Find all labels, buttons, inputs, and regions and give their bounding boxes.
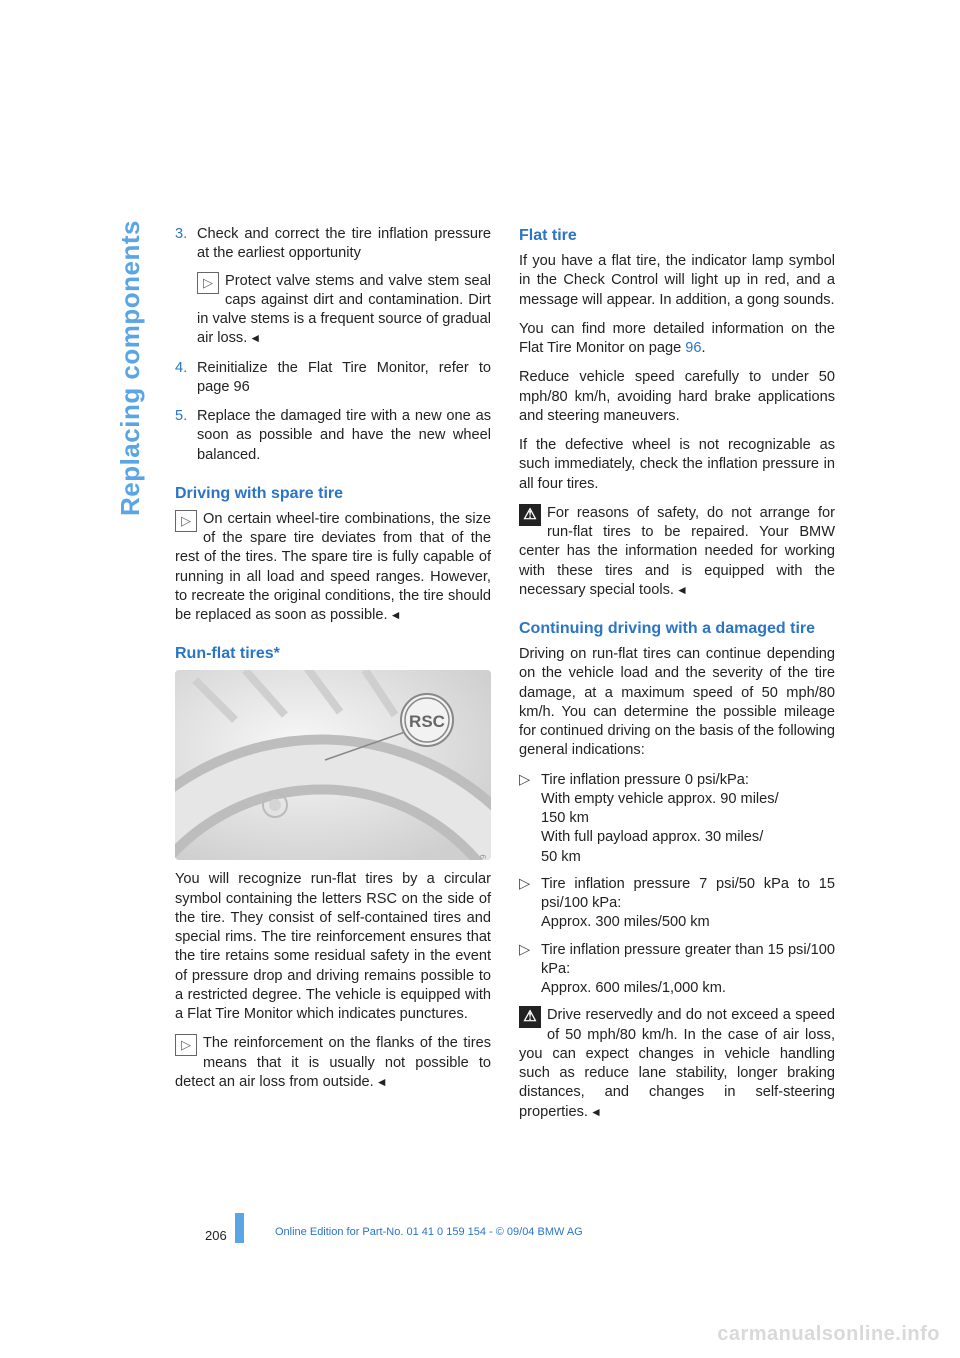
spare-note-block: ▷ On certain wheel-tire combinations, th… [175,510,491,626]
end-mark-icon: ◄ [376,1075,388,1091]
ordered-item-4: 4. Reinitialize the Flat Tire Monitor, r… [175,359,491,398]
footer-text: Online Edition for Part-No. 01 41 0 159 … [275,1226,583,1238]
page-ref-96[interactable]: 96 [685,340,701,356]
flat-p3: Reduce vehicle speed carefully to under … [519,368,835,426]
note-icon: ▷ [175,510,197,532]
note-block: ▷ Protect valve stems and valve stem sea… [197,272,491,349]
warning-icon: ⚠ [519,504,541,526]
warning-icon: ⚠ [519,1006,541,1028]
note-text: Protect valve stems and valve stem seal … [197,272,491,349]
continue-warning-block: ⚠ Drive reservedly and do not exceed a s… [519,1006,835,1122]
tire-illustration: RSC V610us019 [175,670,491,860]
content-columns: 3. Check and correct the tire inflation … [175,225,835,1132]
triangle-bullet-icon: ▷ [519,771,541,867]
left-column: 3. Check and correct the tire inflation … [175,225,491,1132]
continue-warning-text: Drive reservedly and do not exceed a spe… [519,1006,835,1122]
heading-flat-tire: Flat tire [519,225,835,246]
page-accent-bar [235,1213,244,1243]
ordered-body: Check and correct the tire inflation pre… [197,225,491,349]
end-mark-icon: ◄ [676,583,688,599]
end-mark-icon: ◄ [249,331,261,347]
note-icon: ▷ [197,272,219,294]
heading-spare-tire: Driving with spare tire [175,483,491,504]
bullet-body: Tire inflation pressure 0 psi/kPa: With … [541,771,779,867]
page-number: 206 [205,1228,227,1243]
bullet-item-1: ▷ Tire inflation pressure 0 psi/kPa: Wit… [519,771,835,867]
ordered-number: 3. [175,225,197,349]
bullet-item-2: ▷ Tire inflation pressure 7 psi/50 kPa t… [519,875,835,933]
flat-warning-block: ⚠ For reasons of safety, do not arrange … [519,504,835,600]
item-text: Check and correct the tire inflation pre… [197,226,491,261]
flat-p2a: You can find more detailed information o… [519,321,835,356]
spare-note-text: On certain wheel-tire combinations, the … [175,510,491,626]
ordered-body: Reinitialize the Flat Tire Monitor, refe… [197,359,491,398]
flat-p4: If the defective wheel is not recognizab… [519,436,835,494]
rsc-label: RSC [409,712,445,731]
ordered-item-3: 3. Check and correct the tire inflation … [175,225,491,349]
bullet-body: Tire inflation pressure 7 psi/50 kPa to … [541,875,835,933]
end-mark-icon: ◄ [390,608,402,624]
manual-page: Replacing components 3. Check and correc… [0,0,960,1358]
end-mark-icon: ◄ [590,1105,602,1121]
heading-runflat: Run-flat tires* [175,643,491,664]
section-tab-label: Replacing components [115,220,146,516]
heading-continue-driving: Continuing driving with a damaged tire [519,618,835,639]
bullet-body: Tire inflation pressure greater than 15 … [541,941,835,999]
flat-p1: If you have a flat tire, the indicator l… [519,252,835,310]
watermark-text: carmanualsonline.info [717,1323,940,1346]
ordered-number: 4. [175,359,197,398]
spare-note-body: On certain wheel-tire combinations, the … [175,511,491,623]
tire-svg: RSC [175,670,491,860]
illustration-code: V610us019 [478,854,489,860]
note-body: Protect valve stems and valve stem seal … [197,273,491,347]
triangle-bullet-icon: ▷ [519,941,541,999]
runflat-body: You will recognize run-flat tires by a c… [175,870,491,1024]
triangle-bullet-icon: ▷ [519,875,541,933]
runflat-note-body: The reinforcement on the flanks of the t… [175,1035,491,1090]
runflat-note-block: ▷ The reinforcement on the flanks of the… [175,1034,491,1092]
page-number-block: 206 [205,1213,244,1243]
flat-p2: You can find more detailed information o… [519,320,835,359]
continue-warning-body: Drive reservedly and do not exceed a spe… [519,1007,835,1119]
ordered-body: Replace the damaged tire with a new one … [197,407,491,465]
flat-p2b: . [702,340,706,356]
bullet-item-3: ▷ Tire inflation pressure greater than 1… [519,941,835,999]
flat-warning-text: For reasons of safety, do not arrange fo… [519,504,835,600]
right-column: Flat tire If you have a flat tire, the i… [519,225,835,1132]
ordered-number: 5. [175,407,197,465]
continue-p1: Driving on run-flat tires can continue d… [519,645,835,761]
runflat-note-text: The reinforcement on the flanks of the t… [175,1034,491,1092]
ordered-item-5: 5. Replace the damaged tire with a new o… [175,407,491,465]
note-icon: ▷ [175,1034,197,1056]
